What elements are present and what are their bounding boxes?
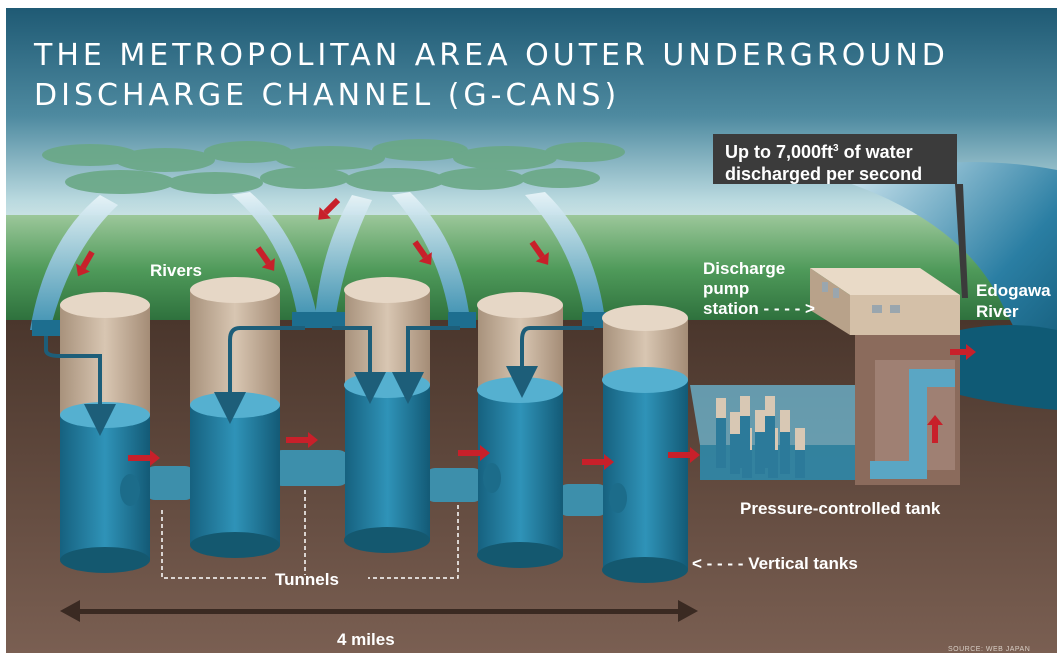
surface-rivers xyxy=(30,192,605,330)
callout-suffix: of water xyxy=(838,142,913,162)
discharge-pump-station-label: Discharge pump station - - - - > xyxy=(703,259,815,319)
tunnels xyxy=(145,450,608,516)
pressure-controlled-tank xyxy=(690,385,875,480)
source-credit: SOURCE: WEB JAPAN xyxy=(948,646,1031,653)
discharge-callout: Up to 7,000ft3 of water discharged per s… xyxy=(713,134,957,184)
callout-line-2: discharged per second xyxy=(725,164,923,184)
title-line-2: DISCHARGE CHANNEL (G-CANS) xyxy=(34,78,621,113)
vertical-tank-1 xyxy=(60,292,150,573)
title-line-1: THE METROPOLITAN AREA OUTER UNDERGROUND xyxy=(34,38,949,73)
clouds xyxy=(42,139,625,194)
pressure-controlled-tank-label: Pressure-controlled tank xyxy=(740,499,941,518)
flow-arrows xyxy=(76,197,976,470)
vertical-tank-5 xyxy=(602,305,688,583)
sky xyxy=(6,8,1057,248)
edogawa-river-label: Edogawa River xyxy=(976,280,1051,322)
vertical-tanks-label: < - - - - Vertical tanks xyxy=(692,554,858,573)
distance-bar xyxy=(60,600,698,622)
rivers-label: Rivers xyxy=(150,261,202,280)
tunnels-label: Tunnels xyxy=(275,570,339,589)
edogawa-river-water xyxy=(960,325,1057,410)
edogawa-line-2: River xyxy=(976,302,1019,321)
pump-station-line-1: Discharge xyxy=(703,259,786,278)
callout-superscript: 3 xyxy=(833,143,839,154)
inflow-pipes xyxy=(44,326,594,436)
river-inlets xyxy=(32,312,610,336)
callout-prefix: Up to 7,000ft xyxy=(725,142,834,162)
vertical-tank-4 xyxy=(477,292,563,568)
edogawa-river-surface xyxy=(840,162,1057,405)
distance-label: 4 miles xyxy=(337,630,395,649)
callout-pointer xyxy=(955,184,968,298)
discharge-pump-station xyxy=(810,268,960,485)
vertical-tank-3 xyxy=(344,277,430,553)
pump-station-line-3: station - - - - > xyxy=(703,299,815,318)
vertical-tank-2 xyxy=(190,277,280,558)
edogawa-line-1: Edogawa xyxy=(976,281,1051,300)
pump-station-line-2: pump xyxy=(703,279,750,298)
tunnel-pointers xyxy=(161,490,459,579)
